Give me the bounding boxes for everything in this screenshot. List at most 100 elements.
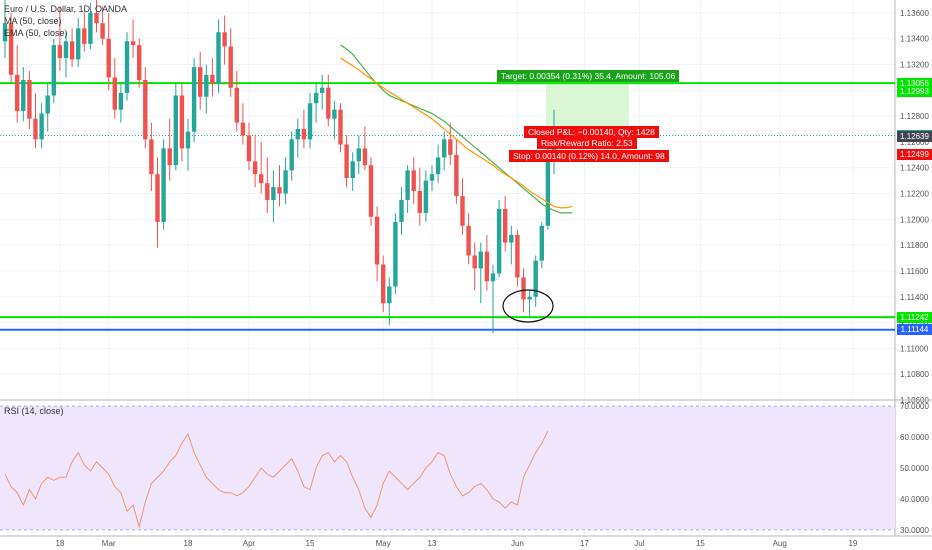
- candle-body: [252, 161, 258, 175]
- rsi-band: [0, 406, 895, 530]
- candle-body: [448, 139, 453, 155]
- candle-body: [454, 154, 459, 197]
- ema-legend[interactable]: EMA (50, close): [4, 28, 68, 38]
- y-tick-label: 1.12600: [900, 138, 929, 147]
- x-tick-label: 17: [580, 539, 589, 548]
- candle-body: [8, 23, 14, 75]
- candle-body: [387, 286, 392, 304]
- candle-body: [490, 273, 496, 282]
- candle-body: [130, 41, 136, 46]
- candle-body: [393, 221, 398, 287]
- candle-body: [521, 277, 526, 300]
- x-tick-label: 19: [848, 539, 857, 548]
- candle-body: [289, 139, 294, 171]
- candle-body: [88, 12, 93, 44]
- x-tick-label: Aug: [773, 539, 787, 548]
- candle-body: [399, 200, 404, 222]
- candle-body: [204, 74, 209, 97]
- price-tag: 1.12499: [897, 149, 932, 161]
- candle-body: [259, 174, 264, 184]
- candle-body: [240, 122, 246, 136]
- candle-body: [161, 148, 166, 222]
- candle-body: [118, 92, 124, 110]
- candle-body: [94, 12, 99, 24]
- candle-body: [100, 23, 105, 39]
- x-tick-label: 18: [55, 539, 64, 548]
- candle-body: [39, 113, 44, 140]
- candle-body: [368, 165, 374, 217]
- candle-body: [2, 23, 8, 42]
- candle-body: [149, 139, 154, 175]
- price-tag: 1.12993: [897, 85, 932, 97]
- candle-body: [320, 87, 325, 93]
- y-tick-label: 1.10800: [900, 370, 929, 379]
- ma-legend[interactable]: MA (50, close): [4, 16, 62, 26]
- bottom-circle-annotation: [502, 289, 554, 323]
- candle-body: [460, 196, 465, 226]
- candle-body: [435, 157, 441, 175]
- candle-body: [191, 67, 197, 132]
- price-tag: 1.11242: [897, 311, 932, 323]
- candle-body: [411, 170, 416, 191]
- candle-body: [362, 148, 368, 166]
- candle-body: [405, 170, 410, 200]
- candle-body: [112, 77, 117, 110]
- candle-body: [295, 129, 300, 140]
- candle-body: [69, 41, 75, 60]
- candle-body: [271, 187, 276, 200]
- price-tag: 1.12639: [897, 131, 932, 143]
- ema-50-line: [340, 57, 573, 209]
- candle-body: [155, 174, 160, 222]
- rsi-tick-label: 50.0000: [900, 464, 929, 473]
- target-label[interactable]: Target: 0.00354 (0.31%) 35.4, Amount: 10…: [497, 70, 680, 82]
- candle-body: [234, 87, 239, 123]
- x-tick-label: 15: [696, 539, 705, 548]
- y-tick-label: 1.13400: [900, 35, 929, 44]
- candle-body: [533, 260, 538, 297]
- candle-body: [350, 161, 355, 179]
- rsi-tick-label: 30.0000: [900, 526, 929, 535]
- candle-body: [503, 209, 508, 243]
- x-tick-label: Apr: [243, 539, 256, 548]
- candle-body: [179, 95, 185, 149]
- candle-body: [198, 67, 203, 97]
- rsi-line: [4, 430, 549, 529]
- candle-body: [423, 180, 429, 213]
- candle-body: [185, 131, 191, 149]
- risk-reward-label[interactable]: Risk/Reward Ratio: 2.53: [537, 137, 637, 149]
- candle-body: [472, 255, 477, 269]
- candle-body: [76, 28, 81, 60]
- stop-label[interactable]: Stop: 0.00140 (0.12%) 14.0, Amount: 98: [509, 150, 669, 162]
- candle-body: [246, 135, 252, 162]
- ma-50-line: [340, 44, 573, 214]
- candle-body: [82, 28, 87, 44]
- symbol-legend[interactable]: Euro / U.S. Dollar, 1D, OANDA: [4, 4, 128, 14]
- candle-body: [307, 103, 313, 140]
- candle-body: [374, 216, 380, 265]
- closed-pnl-label[interactable]: Closed P&L: −0.00140, Qty: 1428: [524, 126, 659, 138]
- candle-body: [228, 46, 233, 88]
- candle-body: [539, 225, 544, 261]
- candle-body: [442, 139, 447, 158]
- candle-body: [466, 225, 471, 256]
- candle-body: [381, 264, 386, 304]
- y-tick-label: 1.11200: [900, 319, 929, 328]
- candle-body: [527, 296, 532, 300]
- candle-body: [338, 109, 343, 145]
- candle-body: [33, 118, 38, 140]
- y-tick-label: 1.12200: [900, 190, 929, 199]
- x-tick-label: Jun: [511, 539, 524, 548]
- candle-body: [417, 190, 422, 213]
- y-tick-label: 1.13200: [900, 61, 929, 70]
- rsi-legend[interactable]: RSI (14, close): [4, 406, 64, 416]
- candle-body: [45, 95, 50, 114]
- candle-body: [283, 170, 288, 194]
- candle-body: [137, 45, 142, 80]
- x-tick-label: Jul: [634, 539, 644, 548]
- candle-body: [210, 74, 215, 84]
- y-tick-label: 1.13600: [900, 9, 929, 18]
- candle-body: [478, 251, 483, 269]
- rsi-tick-label: 60.0000: [900, 433, 929, 442]
